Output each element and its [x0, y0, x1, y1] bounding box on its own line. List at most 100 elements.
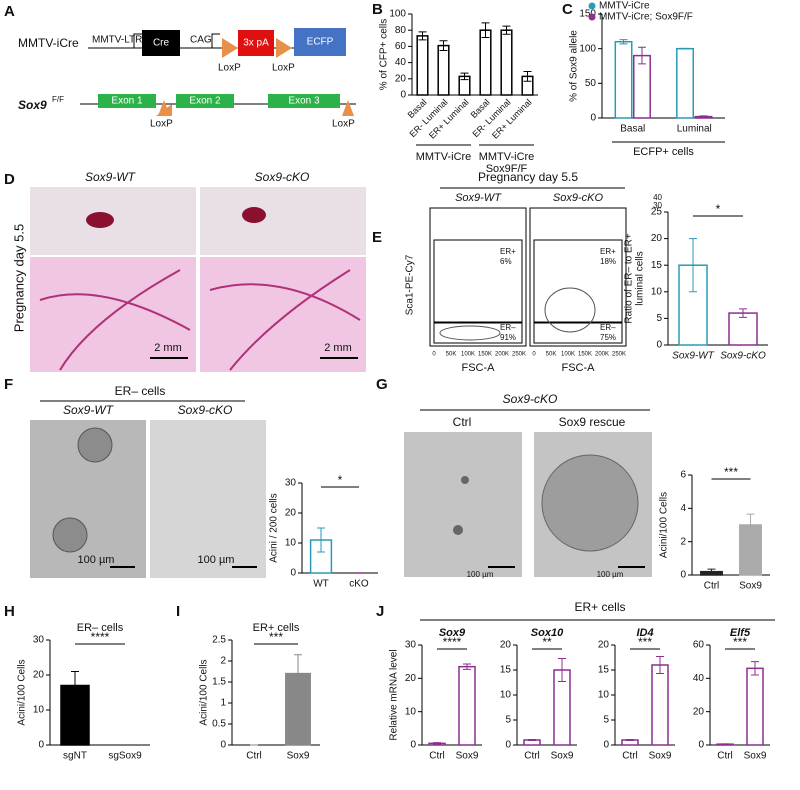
acinus [52, 517, 88, 553]
y-tick-label: 2 [680, 536, 686, 547]
loxp-label: LoxP [150, 119, 173, 130]
x-tick-label: Sox9 [744, 751, 767, 762]
y-tick-label: 40 [653, 193, 662, 202]
error-bar [751, 661, 759, 676]
promoter-arrow [211, 33, 220, 48]
y-tick-label: 0 [656, 340, 662, 351]
y-tick-label: 50 [585, 78, 597, 89]
bar [651, 664, 669, 746]
panel-label: G [376, 376, 388, 393]
bar [746, 667, 764, 746]
y-tick-label: 1.5 [212, 677, 226, 688]
loxp-label: LoxP [332, 119, 355, 130]
element-label: MMTV-LTR [92, 35, 142, 46]
flow-tick-label: 0 [532, 352, 536, 358]
plot-label: Sox9-cKO [553, 192, 604, 204]
y-tick-label: 10 [651, 286, 663, 297]
y-tick-label: 5 [505, 715, 511, 726]
y-tick-label: 10 [598, 690, 610, 701]
x-tick-label: Ctrl [622, 751, 638, 762]
chart-title: Sox10 [531, 627, 564, 639]
chart-title: ER+ cells [253, 622, 300, 634]
loxp-label: LoxP [218, 63, 241, 74]
y-tick-label: 5 [603, 715, 609, 726]
gate [533, 322, 623, 344]
cre-box [142, 30, 180, 56]
sig-label: *** [733, 635, 747, 649]
x-tick-label: Ctrl [429, 751, 445, 762]
allele-sup: F/F [52, 95, 64, 104]
plot-label: Sox9-WT [455, 192, 502, 204]
y-tick-label: 0 [698, 740, 704, 751]
y-tick-label: 0 [38, 740, 44, 751]
exon-box [176, 94, 234, 108]
x-tick-label: Sox9-WT [672, 351, 715, 362]
cell [453, 525, 463, 535]
error-bar [523, 71, 532, 82]
y-axis-label: Acini/100 Cells [199, 659, 210, 725]
error-bar [355, 572, 363, 574]
y-tick-label: 0 [290, 568, 296, 579]
sig-label: * [716, 202, 721, 216]
flow-tick-label: 250K [612, 352, 626, 358]
sig-label: **** [443, 635, 462, 649]
x-tick-label: Basal [620, 124, 645, 135]
exon-label: Exon 3 [288, 96, 320, 107]
promoter-arrow [133, 33, 142, 48]
axis-label: FSC-A [462, 362, 496, 374]
bar [676, 47, 694, 119]
exon-label: Exon 2 [189, 96, 221, 107]
cell [461, 476, 469, 484]
flow-tick-label: 100K [561, 352, 575, 358]
y-axis-label: % of CFP+ cells [379, 19, 390, 90]
panel-label: D [4, 171, 15, 188]
error-bar [699, 115, 708, 118]
y-tick-label: 20 [33, 670, 45, 681]
side-label: Pregnancy day 5.5 [11, 224, 26, 332]
y-tick-label: 30 [285, 478, 297, 489]
loxp-label: LoxP [272, 63, 295, 74]
error-bar [637, 46, 646, 65]
x-tick-label: Ctrl [524, 751, 540, 762]
image-label: Sox9-cKO [178, 403, 233, 417]
rescue-images: Sox9-cKO Ctrl Sox9 rescue 100 µm 100 µm [404, 392, 652, 579]
panel-label: B [372, 1, 383, 18]
legend-label: MMTV-iCre; Sox9F/F [599, 12, 693, 23]
photo [150, 420, 266, 578]
x-tick-label: Sox9 [551, 751, 574, 762]
y-axis-label: % of Sox9 allele [569, 30, 580, 102]
error-bar [656, 656, 664, 674]
y-tick-label: 0 [590, 113, 596, 124]
gate [433, 239, 523, 323]
y-tick-label: 30 [33, 635, 45, 646]
sig-label: *** [269, 630, 283, 644]
group-label: MMTV-iCre [479, 151, 535, 163]
photo [200, 257, 366, 372]
y-tick-label: 20 [395, 73, 407, 84]
x-tick-label: sgNT [63, 751, 87, 762]
error-bar [721, 743, 729, 745]
y-tick-label: 15 [651, 260, 663, 271]
y-axis-label: Acini / 200 cells [269, 493, 280, 562]
panel-title: Sox9-cKO [503, 392, 558, 406]
y-tick-label: 0 [400, 90, 406, 101]
panel-title: ER– cells [115, 384, 166, 398]
y-tick-label: 10 [500, 690, 512, 701]
error-bar [463, 663, 471, 670]
chart-title: Elf5 [730, 627, 751, 639]
exon-label: Exon 1 [111, 96, 143, 107]
loxp-site [222, 38, 238, 58]
y-tick-label: 0 [680, 570, 686, 581]
y-tick-label: 0.5 [212, 719, 226, 730]
flow-tick-label: 150K [578, 352, 592, 358]
gate-value: 91% [500, 333, 516, 342]
y-tick-label: 6 [680, 470, 686, 481]
y-axis-label: Acini/100 Cells [17, 659, 28, 725]
y-tick-label: 20 [651, 233, 663, 244]
photo [200, 187, 366, 255]
error-bar [433, 742, 441, 745]
x-tick-label: cKO [349, 579, 369, 590]
y-tick-label: 2.5 [212, 635, 226, 646]
y-tick-label: 0 [410, 740, 416, 751]
scale-label: 2 mm [324, 342, 352, 354]
